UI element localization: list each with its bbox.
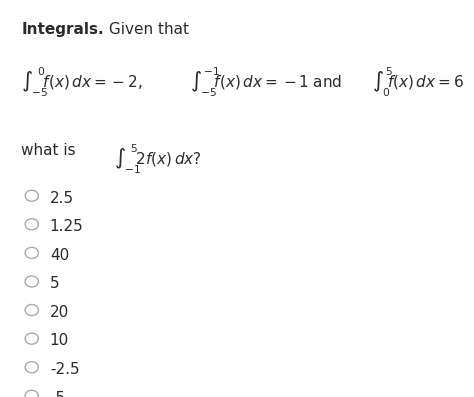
Text: 10: 10 [50, 333, 69, 349]
Text: 5: 5 [50, 276, 59, 291]
Text: 40: 40 [50, 248, 69, 263]
Text: -2.5: -2.5 [50, 362, 79, 377]
Text: Given that: Given that [104, 22, 189, 37]
Text: 20: 20 [50, 305, 69, 320]
Text: 2.5: 2.5 [50, 191, 74, 206]
Text: -5: -5 [50, 391, 65, 397]
Text: 1.25: 1.25 [50, 219, 83, 234]
Text: $\int_{0}^{5} \!\! f(x)\, dx = 6$: $\int_{0}^{5} \!\! f(x)\, dx = 6$ [372, 66, 464, 99]
Text: what is: what is [21, 143, 76, 158]
Text: Integrals.: Integrals. [21, 22, 104, 37]
Text: $\int_{-5}^{-1} \!\! f(x)\, dx = -1\;\mathrm{and}$: $\int_{-5}^{-1} \!\! f(x)\, dx = -1\;\ma… [190, 66, 342, 99]
Text: $\int_{-5}^{\;0} \!\! f(x)\, dx = -2,$: $\int_{-5}^{\;0} \!\! f(x)\, dx = -2,$ [21, 66, 143, 99]
Text: $\int_{-1}^{\;5} \!\! 2f(x)\, dx?$: $\int_{-1}^{\;5} \!\! 2f(x)\, dx?$ [114, 143, 201, 176]
